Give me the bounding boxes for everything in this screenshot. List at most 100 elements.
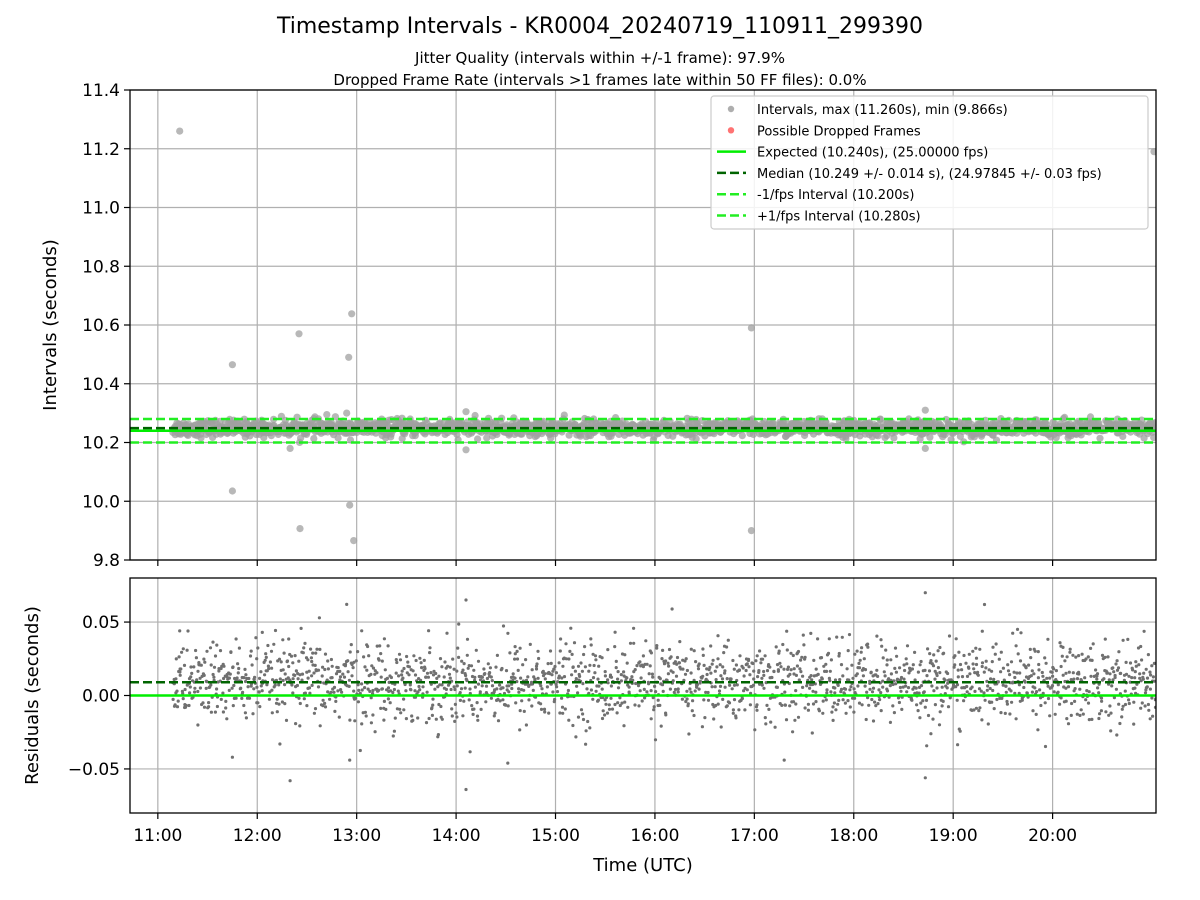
residuals-point bbox=[754, 659, 758, 663]
residuals-point bbox=[965, 684, 969, 689]
residuals-point bbox=[1133, 686, 1137, 690]
residuals-point bbox=[1115, 733, 1119, 737]
residuals-point bbox=[213, 654, 218, 658]
residuals-point bbox=[833, 691, 837, 695]
residuals-point bbox=[714, 703, 718, 708]
residuals-point bbox=[305, 704, 309, 708]
residuals-point bbox=[885, 689, 890, 693]
residuals-point bbox=[256, 701, 260, 705]
residuals-point bbox=[1014, 644, 1018, 648]
residuals-point bbox=[367, 654, 371, 658]
residuals-point bbox=[643, 696, 647, 700]
residuals-point bbox=[347, 678, 351, 682]
residuals-point bbox=[528, 642, 532, 647]
residuals-point bbox=[473, 675, 477, 680]
residuals-point bbox=[919, 701, 923, 705]
residuals-point bbox=[971, 662, 975, 666]
residuals-point bbox=[592, 663, 596, 668]
residuals-point bbox=[898, 678, 903, 682]
residuals-point bbox=[1075, 712, 1079, 716]
residuals-point bbox=[554, 671, 559, 675]
intervals-outlier-point bbox=[348, 310, 356, 318]
residuals-point bbox=[1012, 670, 1016, 674]
residuals-point bbox=[1107, 678, 1111, 682]
residuals-point bbox=[883, 674, 887, 678]
intervals-outlier-point bbox=[345, 353, 353, 361]
residuals-point bbox=[402, 666, 406, 671]
residuals-point bbox=[870, 697, 874, 702]
residuals-point bbox=[628, 641, 633, 645]
residuals-point bbox=[977, 687, 982, 691]
residuals-point bbox=[243, 711, 247, 715]
residuals-point bbox=[513, 652, 517, 656]
residuals-point bbox=[488, 671, 492, 675]
residuals-point bbox=[615, 711, 619, 715]
residuals-point bbox=[392, 687, 396, 692]
residuals-point bbox=[853, 652, 857, 656]
residuals-point bbox=[1115, 659, 1119, 663]
residuals-point bbox=[453, 687, 457, 692]
residuals-point bbox=[524, 723, 529, 727]
residuals-point bbox=[332, 685, 337, 690]
residuals-plot-area bbox=[130, 591, 1156, 792]
residuals-point bbox=[803, 706, 807, 710]
residuals-point bbox=[696, 667, 701, 671]
residuals-point bbox=[1152, 679, 1156, 683]
residuals-point bbox=[1013, 691, 1017, 695]
residuals-point bbox=[570, 673, 574, 677]
residuals-point bbox=[189, 675, 193, 679]
residuals-point bbox=[918, 663, 922, 667]
residuals-point bbox=[494, 665, 498, 669]
residuals-point bbox=[701, 674, 705, 678]
residuals-point bbox=[366, 687, 370, 691]
y-tick-label: 11.0 bbox=[82, 199, 120, 219]
residuals-point bbox=[394, 671, 398, 675]
residuals-point bbox=[783, 703, 788, 707]
residuals-point bbox=[375, 671, 379, 675]
legend-entry: -1/fps Interval (10.200s) bbox=[757, 188, 914, 203]
residuals-point bbox=[306, 676, 310, 680]
residuals-point bbox=[882, 670, 886, 674]
residuals-point bbox=[211, 672, 215, 677]
x-tick-label: 12:00 bbox=[233, 826, 282, 846]
residuals-point bbox=[876, 702, 880, 706]
residuals-point bbox=[991, 645, 995, 649]
residuals-point bbox=[202, 705, 207, 709]
residuals-point bbox=[365, 668, 369, 672]
residuals-point bbox=[971, 649, 975, 653]
residuals-point bbox=[1146, 702, 1150, 707]
residuals-point bbox=[651, 675, 655, 679]
residuals-point bbox=[442, 675, 446, 679]
residuals-point bbox=[179, 667, 183, 671]
residuals-point bbox=[1050, 670, 1054, 674]
residuals-point bbox=[956, 668, 960, 672]
residuals-point bbox=[689, 690, 693, 694]
residuals-point bbox=[575, 684, 579, 688]
residuals-point bbox=[427, 716, 431, 721]
residuals-point bbox=[413, 673, 418, 677]
residuals-point bbox=[364, 714, 368, 718]
residuals-point bbox=[655, 644, 659, 648]
residuals-point bbox=[799, 658, 803, 662]
residuals-point bbox=[371, 713, 375, 717]
intervals-point bbox=[1119, 432, 1127, 440]
residuals-point bbox=[1005, 702, 1010, 706]
residuals-point bbox=[821, 699, 825, 703]
residuals-point bbox=[195, 678, 199, 682]
residuals-point bbox=[450, 707, 454, 711]
residuals-point bbox=[1006, 669, 1011, 673]
residuals-point bbox=[767, 707, 771, 712]
residuals-point bbox=[945, 686, 949, 690]
residuals-point bbox=[1124, 660, 1128, 665]
residuals-point bbox=[391, 734, 395, 738]
residuals-point bbox=[431, 697, 435, 701]
residuals-point bbox=[545, 685, 550, 689]
residuals-point bbox=[498, 683, 502, 687]
residuals-point bbox=[1038, 688, 1042, 692]
residuals-point bbox=[692, 649, 696, 653]
residuals-point bbox=[860, 646, 864, 650]
residuals-point bbox=[919, 659, 923, 664]
residuals-point bbox=[455, 715, 459, 719]
residuals-point bbox=[835, 635, 839, 639]
